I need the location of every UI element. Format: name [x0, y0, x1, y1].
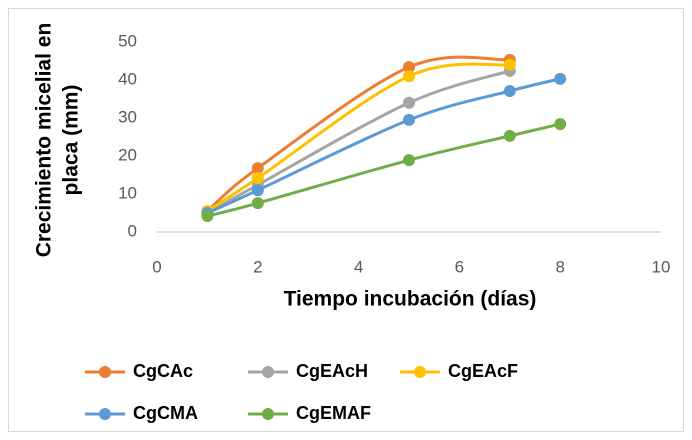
x-tick-label: 4: [354, 257, 363, 276]
data-point: [403, 113, 415, 126]
x-tick-label: 6: [455, 257, 464, 276]
x-tick-label: 2: [253, 257, 262, 276]
legend-label: CgEMAF: [296, 403, 371, 423]
legend-marker: [262, 366, 274, 378]
data-point: [251, 172, 264, 185]
chart-border: [8, 8, 684, 432]
legend-marker: [99, 366, 111, 378]
y-tick-label: 50: [118, 31, 137, 50]
data-point: [251, 197, 264, 210]
x-tick-label: 10: [652, 257, 671, 276]
legend-label: CgEAcF: [448, 361, 518, 381]
series-line: [206, 62, 510, 213]
x-tick-label: 8: [555, 257, 564, 276]
data-point: [403, 70, 415, 83]
data-point: [201, 210, 214, 223]
legend-label: CgCMA: [133, 403, 198, 423]
x-axis-label: Tiempo incubación (días): [284, 288, 537, 311]
legend-marker: [99, 408, 111, 420]
legend-label: CgEAcH: [296, 361, 368, 381]
data-point: [403, 61, 415, 74]
data-point: [503, 58, 516, 71]
data-point: [503, 129, 516, 142]
legend-marker: [414, 366, 426, 378]
data-point: [403, 154, 415, 167]
legend-marker: [262, 408, 274, 420]
data-point: [503, 85, 516, 98]
data-point: [251, 162, 264, 175]
x-tick-label: 0: [152, 257, 161, 276]
series-line: [206, 69, 511, 215]
data-point: [251, 184, 264, 197]
y-tick-label: 40: [118, 69, 137, 88]
data-point: [403, 96, 415, 109]
y-tick-label: 30: [118, 107, 137, 126]
data-point: [554, 118, 567, 131]
series-line: [206, 55, 510, 213]
y-tick-label: 10: [118, 183, 137, 202]
data-point: [554, 72, 567, 85]
y-axis-label: Crecimiento micelial en: [33, 23, 56, 258]
y-tick-label: 20: [118, 145, 137, 164]
legend-label: CgCAc: [133, 361, 193, 381]
y-axis-label: placa (mm): [60, 85, 83, 196]
y-tick-label: 0: [128, 221, 137, 240]
